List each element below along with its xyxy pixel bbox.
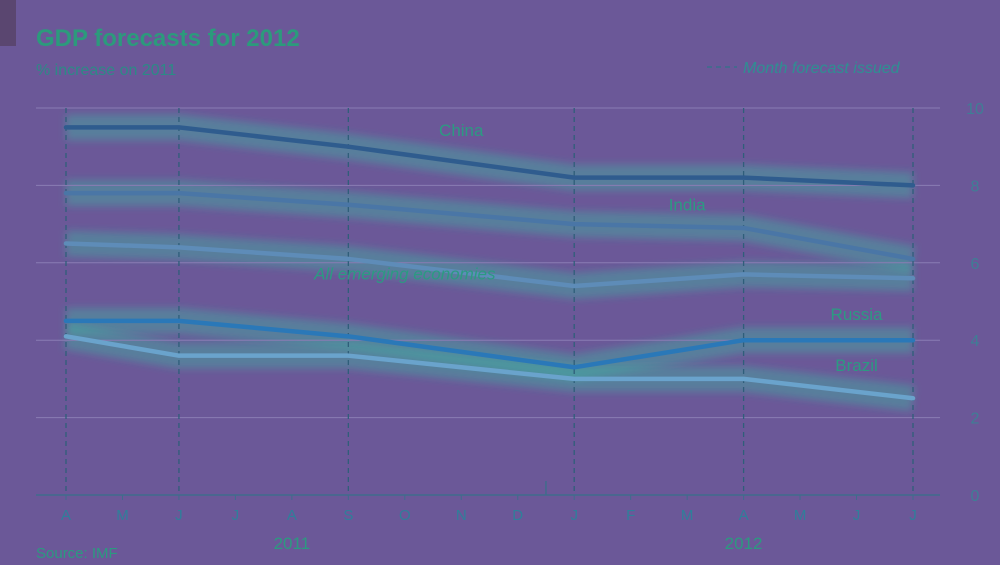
x-tick-label-5: S [343, 507, 353, 524]
series-label-1: India [669, 196, 706, 215]
y-tick-label-0: 0 [971, 488, 980, 505]
x-tick-label-2: J [175, 507, 183, 524]
x-tick-label-8: D [512, 507, 523, 524]
x-tick-label-7: N [456, 507, 467, 524]
forecast-month-lines [65, 108, 914, 495]
x-tick-label-15: J [909, 507, 917, 524]
series-lines [63, 125, 916, 401]
y-tick-label-3: 6 [971, 256, 980, 273]
glow-0 [66, 114, 914, 199]
series-line-4 [63, 334, 916, 401]
chart-subtitle: % increase on 2011 [36, 62, 176, 79]
x-tick-label-3: J [232, 507, 240, 524]
header-marker [0, 0, 16, 46]
gridlines [36, 107, 940, 419]
x-tick-label-1: M [116, 507, 129, 524]
source-note: Source: IMF [36, 545, 118, 562]
x-tick-label-13: M [794, 507, 807, 524]
year-label-1: 2012 [725, 534, 763, 553]
chart-title: GDP forecasts for 2012 [36, 25, 300, 52]
year-label-0: 2011 [274, 534, 311, 553]
series-line-2 [63, 241, 916, 289]
x-tick-label-11: M [681, 507, 694, 524]
x-tick-label-12: A [739, 507, 749, 524]
x-tick-label-14: J [853, 507, 861, 524]
x-axis [36, 481, 940, 500]
y-tick-label-2: 4 [971, 333, 980, 350]
series-line-0 [63, 125, 916, 188]
x-tick-label-10: F [626, 507, 635, 524]
series-line-1 [63, 190, 916, 262]
x-tick-label-4: A [287, 507, 297, 524]
y-tick-label-4: 8 [971, 178, 980, 195]
series-labels: China India All emerging economies Russia Br… [313, 121, 883, 375]
x-tick-label-6: O [399, 507, 411, 524]
y-tick-label-1: 2 [971, 411, 980, 428]
series-label-0: China [439, 121, 484, 140]
legend-label: Month forecast issued [743, 60, 901, 77]
series-line-3 [63, 318, 916, 370]
series-label-3: Russia [831, 305, 884, 324]
tick-labels: 0 2 4 6 8 10 A M J J A S O N D J F M A M J J 2011 2012 [61, 101, 984, 553]
y-tick-label-5: 10 [966, 101, 984, 118]
x-tick-label-9: J [570, 507, 578, 524]
series-label-2: All emerging economies [313, 265, 496, 284]
legend: Month forecast issued [707, 60, 901, 77]
x-tick-label-0: A [61, 507, 71, 524]
series-label-4: Brazil [835, 356, 878, 375]
